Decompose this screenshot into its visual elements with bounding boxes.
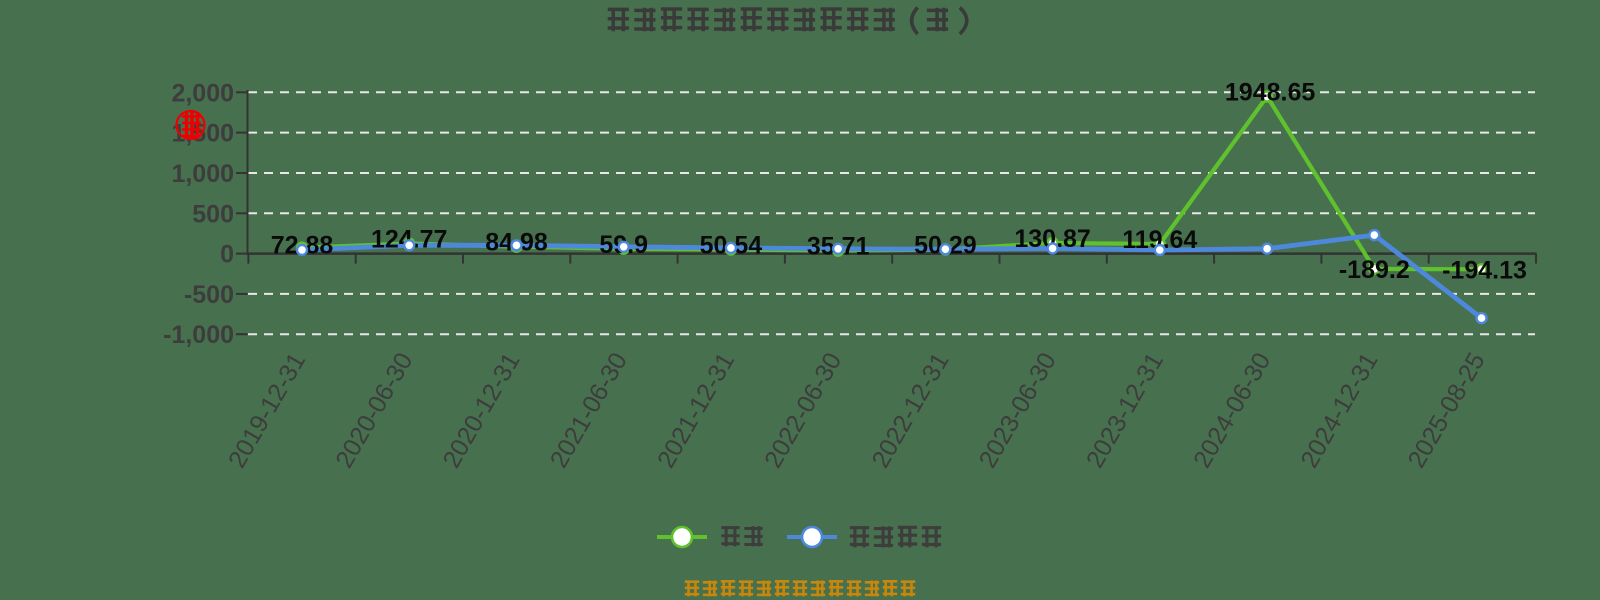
- svg-text:-194.13: -194.13: [1442, 256, 1527, 284]
- svg-text:1,000: 1,000: [171, 160, 234, 188]
- svg-text:-1,000: -1,000: [163, 321, 234, 349]
- svg-text:2,000: 2,000: [171, 79, 234, 107]
- svg-text:-189.2: -189.2: [1339, 256, 1410, 284]
- svg-text:0: 0: [220, 241, 234, 269]
- svg-text:1948.65: 1948.65: [1225, 79, 1315, 107]
- svg-text:-500: -500: [184, 281, 234, 309]
- svg-text:500: 500: [192, 200, 234, 228]
